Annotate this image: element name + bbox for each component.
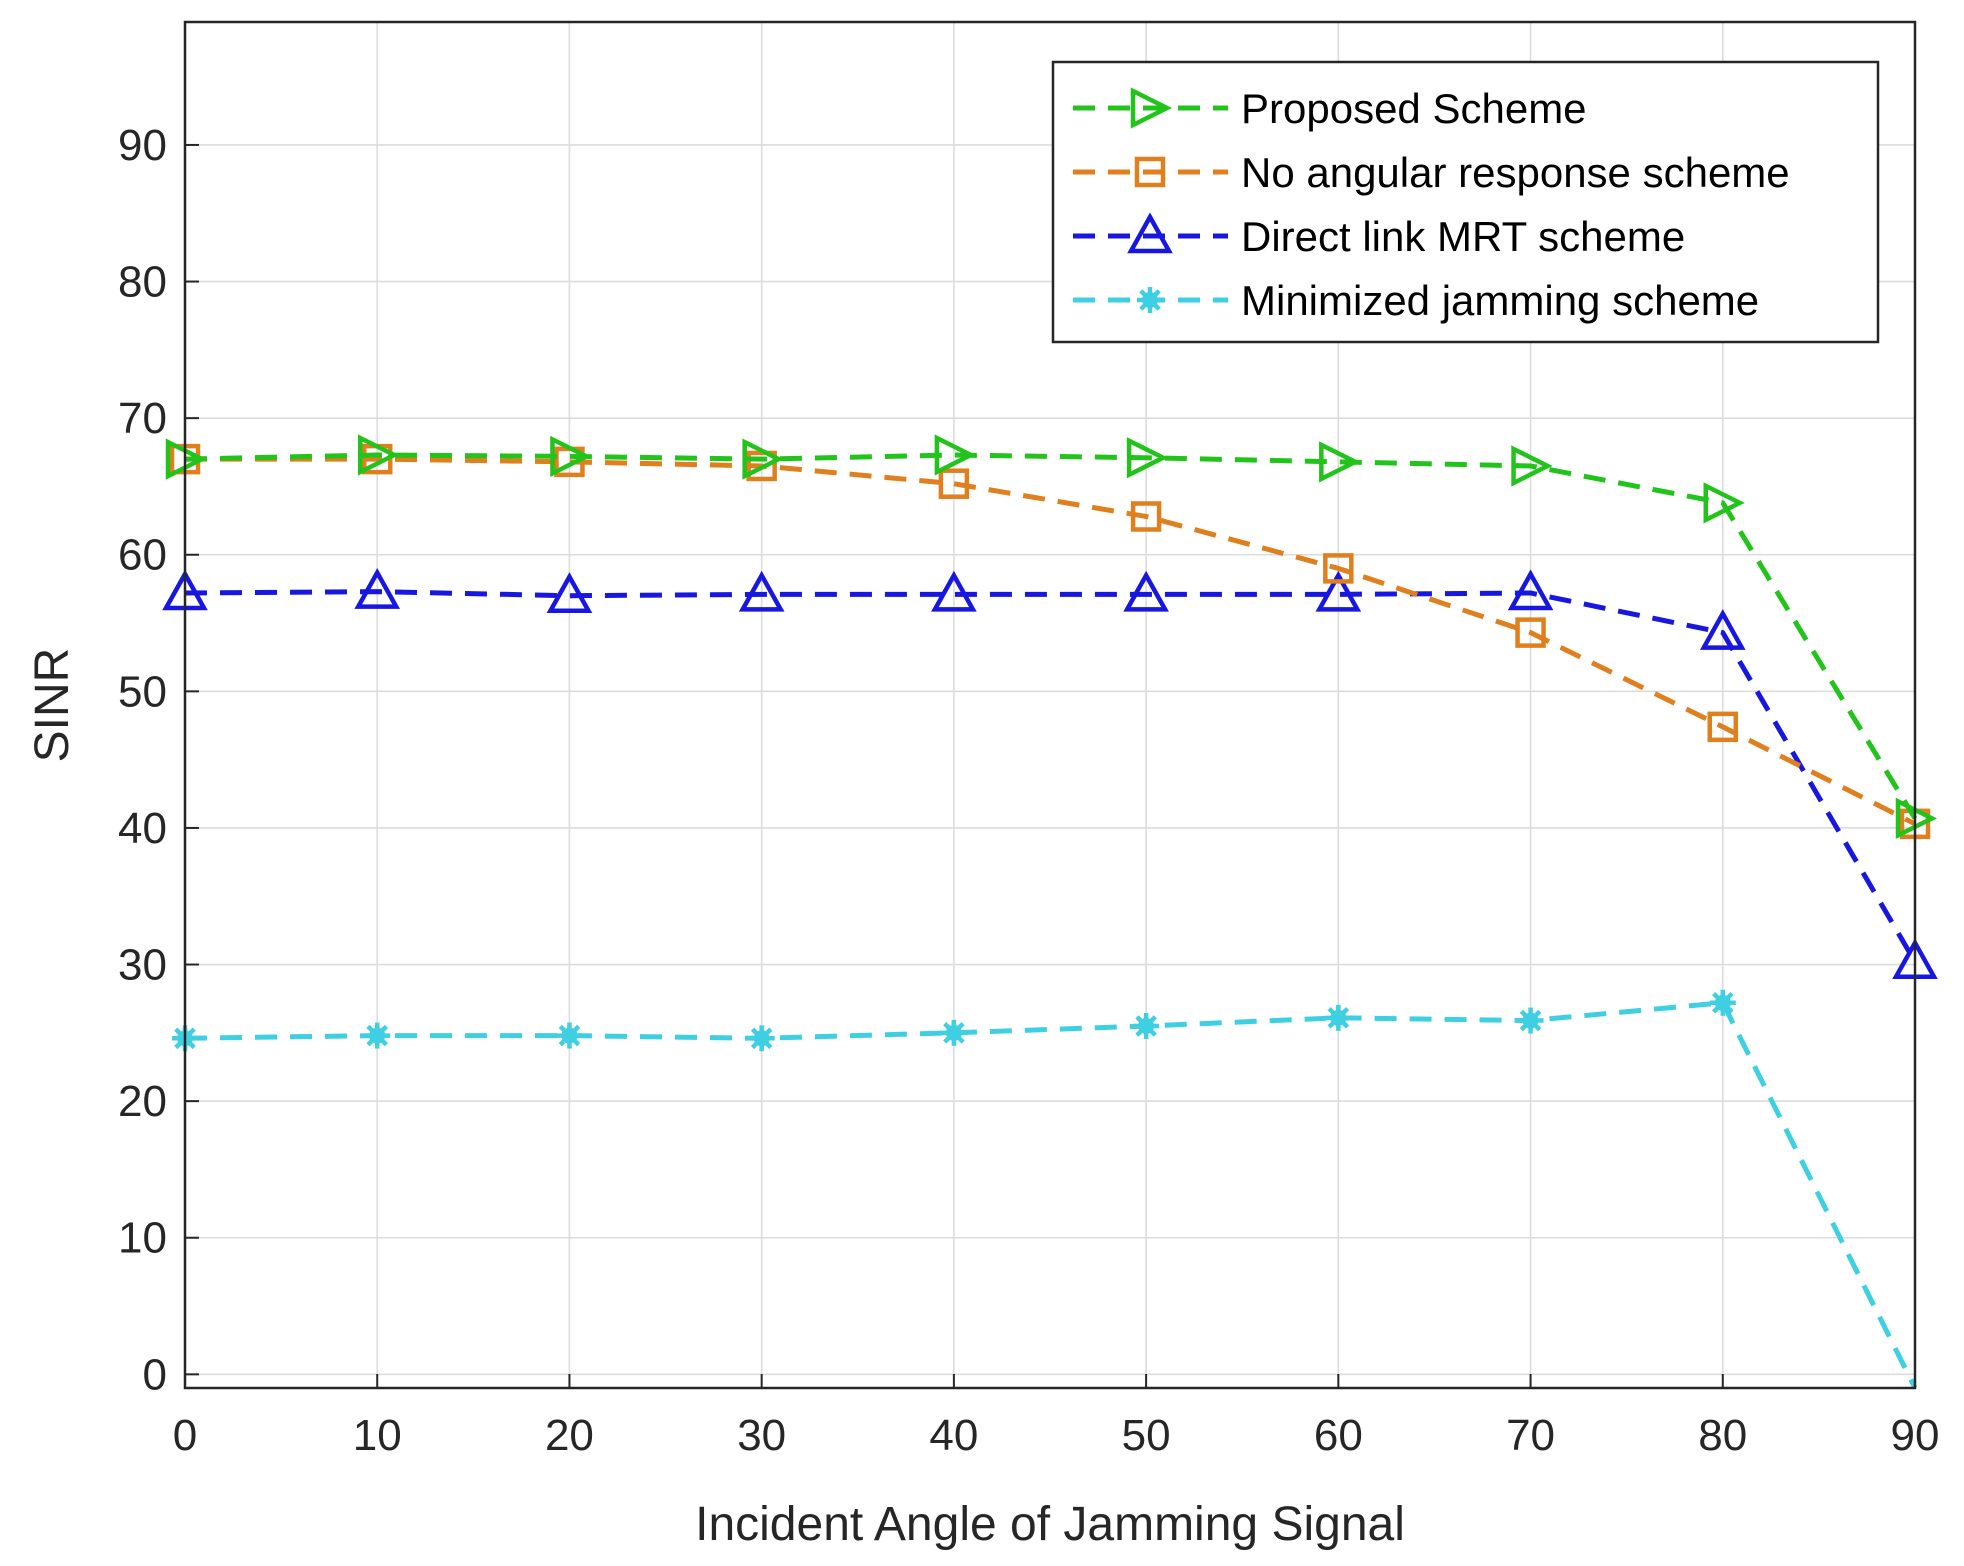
- data-point-square: [1134, 156, 1166, 188]
- data-point-asterisk: [1133, 1013, 1160, 1040]
- series-layer: [162, 434, 1938, 1390]
- data-point-triangle-right: [1703, 482, 1745, 524]
- legend-item: Direct link MRT scheme: [1073, 212, 1685, 260]
- x-tick-label: 0: [173, 1411, 197, 1460]
- x-tick-label: 10: [353, 1411, 402, 1460]
- y-axis-title: SINR: [26, 648, 79, 763]
- data-point-triangle-up: [1123, 570, 1169, 612]
- data-point-triangle-right: [1511, 445, 1553, 487]
- x-tick-label: 30: [737, 1411, 786, 1460]
- data-point-square: [1323, 553, 1354, 584]
- legend-item: Proposed Scheme: [1073, 85, 1587, 132]
- x-tick-label: 90: [1891, 1411, 1940, 1460]
- x-axis-title: Incident Angle of Jamming Signal: [695, 1498, 1405, 1551]
- data-point-triangle-right: [1130, 87, 1173, 129]
- data-point-triangle-up: [546, 572, 593, 613]
- y-tick-label: 20: [118, 1077, 167, 1126]
- series-line: [185, 456, 1917, 827]
- series-1: [169, 443, 1931, 840]
- legend-label: Minimized jamming scheme: [1241, 277, 1759, 324]
- data-point-asterisk: [556, 1022, 583, 1049]
- x-tick-label: 40: [929, 1411, 978, 1460]
- data-point-asterisk: [1137, 287, 1163, 313]
- data-point-triangle-right: [1319, 441, 1361, 483]
- y-tick-label: 50: [118, 667, 167, 716]
- data-point-asterisk: [1709, 989, 1736, 1016]
- x-tick-label: 70: [1506, 1411, 1555, 1460]
- data-point-asterisk: [940, 1019, 967, 1046]
- y-tick-label: 90: [118, 121, 167, 170]
- data-point-triangle-up: [1127, 212, 1173, 254]
- series-line: [184, 452, 1918, 820]
- legend-label: Proposed Scheme: [1241, 85, 1587, 132]
- y-tick-label: 70: [118, 394, 167, 443]
- x-tick-label: 60: [1314, 1411, 1363, 1460]
- legend-label: Direct link MRT scheme: [1241, 213, 1685, 260]
- series-line: [184, 1000, 1918, 1390]
- data-point-asterisk: [1325, 1004, 1352, 1031]
- data-point-triangle-right: [742, 438, 784, 480]
- x-tick-label: 50: [1122, 1411, 1171, 1460]
- data-point-square: [938, 468, 970, 499]
- x-tick-label: 20: [545, 1411, 594, 1460]
- data-point-triangle-right: [357, 434, 400, 476]
- series-line: [184, 589, 1918, 964]
- y-tick-label: 40: [118, 804, 167, 853]
- x-tick-label: 80: [1698, 1411, 1747, 1460]
- data-point-asterisk: [364, 1022, 391, 1049]
- tick-layer: 0 10 20 30 40 50 60 70 80 90 0 10 20 30 40 50 60 70 80 90: [118, 121, 1939, 1460]
- data-point-asterisk: [1517, 1007, 1544, 1034]
- y-tick-label: 60: [118, 531, 167, 580]
- data-point-square: [1515, 617, 1546, 648]
- series-2: [162, 568, 1938, 980]
- y-tick-label: 80: [118, 258, 167, 307]
- data-point-triangle-up: [354, 568, 401, 609]
- y-tick-label: 10: [118, 1214, 167, 1263]
- data-point-square: [1130, 501, 1162, 532]
- series-3: [172, 989, 1918, 1390]
- y-tick-label: 0: [143, 1350, 167, 1399]
- y-tick-label: 30: [118, 941, 167, 990]
- legend: Proposed Scheme No angular response schem…: [1051, 60, 1880, 344]
- data-point-triangle-up: [738, 570, 785, 612]
- legend-item: No angular response scheme: [1073, 149, 1790, 196]
- data-point-triangle-right: [934, 434, 976, 476]
- data-point-triangle-right: [1126, 437, 1169, 479]
- data-point-triangle-up: [1699, 608, 1746, 650]
- data-point-triangle-up: [1315, 570, 1362, 612]
- data-point-asterisk: [748, 1025, 775, 1052]
- data-point-triangle-right: [550, 435, 592, 478]
- data-point-triangle-up: [931, 570, 977, 612]
- data-point-triangle-up: [1507, 569, 1554, 611]
- data-point-square: [1707, 711, 1739, 743]
- legend-item: Minimized jamming scheme: [1073, 277, 1759, 324]
- plot-frame: [183, 20, 1917, 1390]
- legend-label: No angular response scheme: [1241, 149, 1790, 196]
